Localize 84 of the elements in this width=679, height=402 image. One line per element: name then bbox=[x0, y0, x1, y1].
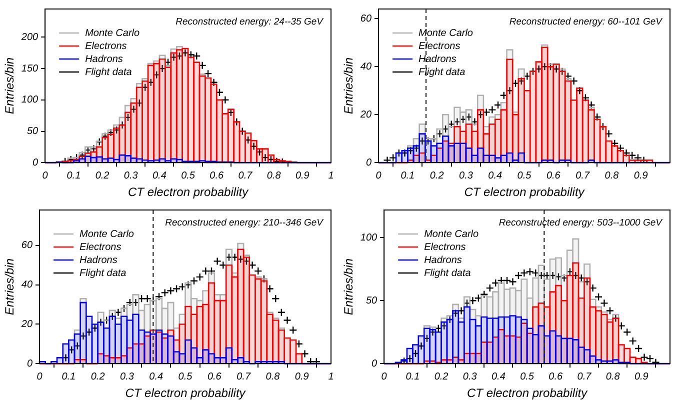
x-tick-label: 1 bbox=[328, 371, 334, 382]
legend-label: Flight data bbox=[85, 66, 132, 78]
x-tick-label: 0 bbox=[42, 170, 48, 182]
y-tick-label: 0 bbox=[32, 157, 39, 168]
legend-label: Electrons bbox=[424, 242, 466, 253]
legend-label: Monte Carlo bbox=[80, 228, 134, 240]
x-tick-label: 0.1 bbox=[62, 371, 76, 382]
x-tick-label: 0.6 bbox=[546, 170, 561, 182]
x-tick-label: 0.2 bbox=[430, 170, 444, 182]
x-tick-label: 0.7 bbox=[238, 170, 253, 182]
legend-label: Hadrons bbox=[424, 254, 462, 266]
x-tick-label: 0.4 bbox=[492, 371, 506, 382]
x-axis-title: CT electron probability bbox=[125, 386, 246, 400]
x-tick-label: 0.7 bbox=[236, 371, 251, 382]
y-axis-title: Entries/bin bbox=[342, 258, 356, 316]
y-tick-label: 0 bbox=[26, 358, 33, 370]
x-tick-label: 0.1 bbox=[400, 170, 415, 182]
x-tick-label: 0.5 bbox=[181, 170, 196, 182]
legend-label: Flight data bbox=[424, 268, 472, 279]
y-tick-label: 50 bbox=[26, 126, 39, 138]
x-tick-label: 0.4 bbox=[488, 170, 502, 182]
x-tick-label: 0.2 bbox=[95, 170, 110, 182]
x-tick-label: 0 bbox=[381, 371, 388, 382]
y-tick-label: 100 bbox=[21, 94, 39, 106]
y-tick-label: 40 bbox=[360, 61, 372, 72]
x-tick-label: 0.8 bbox=[266, 371, 280, 382]
y-tick-label: 50 bbox=[366, 295, 378, 306]
y-tick-label: 60 bbox=[360, 13, 372, 24]
y-tick-label: 40 bbox=[21, 280, 33, 291]
x-tick-label: 0.5 bbox=[517, 170, 532, 182]
y-tick-label: 60 bbox=[21, 240, 33, 252]
y-tick-label: 150 bbox=[21, 63, 39, 74]
x-tick-label: 0.6 bbox=[207, 371, 222, 382]
x-tick-label: 0.6 bbox=[548, 371, 564, 382]
x-tick-label: 0.8 bbox=[606, 371, 620, 382]
annotation: Reconstructed energy: 503--1000 GeV bbox=[498, 217, 664, 228]
y-tick-label: 0 bbox=[372, 358, 378, 370]
x-tick-label: 0.1 bbox=[406, 371, 420, 382]
x-tick-label: 0.5 bbox=[178, 371, 193, 382]
legend-label: Monte Carlo bbox=[85, 28, 140, 39]
x-tick-label: 0.8 bbox=[266, 170, 282, 182]
x-tick-label: 0.7 bbox=[576, 170, 590, 182]
legend-label: Hadrons bbox=[85, 54, 123, 65]
x-tick-label: 0.1 bbox=[66, 170, 81, 182]
x-tick-label: 0.9 bbox=[295, 170, 310, 182]
x-tick-label: 0.9 bbox=[634, 170, 648, 182]
y-axis-title: Entries/bin bbox=[2, 57, 17, 114]
x-tick-label: 0.9 bbox=[294, 371, 310, 382]
x-tick-label: 0.4 bbox=[152, 170, 167, 182]
legend-label: Electrons bbox=[418, 40, 460, 52]
x-tick-label: 0.3 bbox=[120, 371, 134, 382]
legend-label: Electrons bbox=[85, 40, 127, 52]
y-axis-title: Entries/bin bbox=[342, 57, 356, 114]
annotation: Reconstructed energy: 24--35 GeV bbox=[176, 16, 325, 28]
annotation: Reconstructed energy: 60--101 GeV bbox=[509, 16, 664, 28]
x-axis-title: CT electron probability bbox=[464, 185, 586, 200]
legend-label: Hadrons bbox=[418, 54, 456, 65]
x-axis-title: CT electron probability bbox=[467, 386, 588, 400]
x-tick-label: 0.5 bbox=[520, 371, 534, 382]
x-tick-label: 0.7 bbox=[577, 371, 592, 382]
y-tick-label: 20 bbox=[20, 318, 33, 330]
x-tick-label: 0.9 bbox=[634, 371, 649, 382]
x-tick-label: 0.2 bbox=[90, 371, 106, 382]
y-axis-title: Entries/bin bbox=[2, 258, 17, 316]
legend-label: Flight data bbox=[418, 66, 466, 78]
y-tick-label: 100 bbox=[360, 232, 378, 244]
x-tick-label: 0.2 bbox=[434, 371, 449, 382]
x-tick-label: 1 bbox=[328, 170, 334, 182]
legend-label: Electrons bbox=[80, 242, 122, 253]
x-tick-label: 0.3 bbox=[124, 170, 138, 182]
x-axis-title: CT electron probability bbox=[128, 185, 250, 200]
x-tick-label: 0.3 bbox=[459, 170, 474, 182]
x-tick-label: 0.6 bbox=[210, 170, 224, 182]
legend-label: Hadrons bbox=[80, 254, 118, 266]
x-tick-label: 0.3 bbox=[462, 371, 478, 382]
legend-label: Flight data bbox=[80, 268, 127, 279]
x-tick-label: 0.8 bbox=[604, 170, 620, 182]
legend-label: Monte Carlo bbox=[424, 228, 479, 240]
x-tick-label: 0.4 bbox=[149, 371, 164, 382]
legend-label: Monte Carlo bbox=[418, 28, 474, 39]
y-tick-label: 200 bbox=[20, 32, 39, 43]
y-tick-label: 20 bbox=[359, 109, 372, 120]
annotation: Reconstructed energy: 210--346 GeV bbox=[165, 217, 325, 228]
y-tick-label: 0 bbox=[366, 157, 372, 168]
